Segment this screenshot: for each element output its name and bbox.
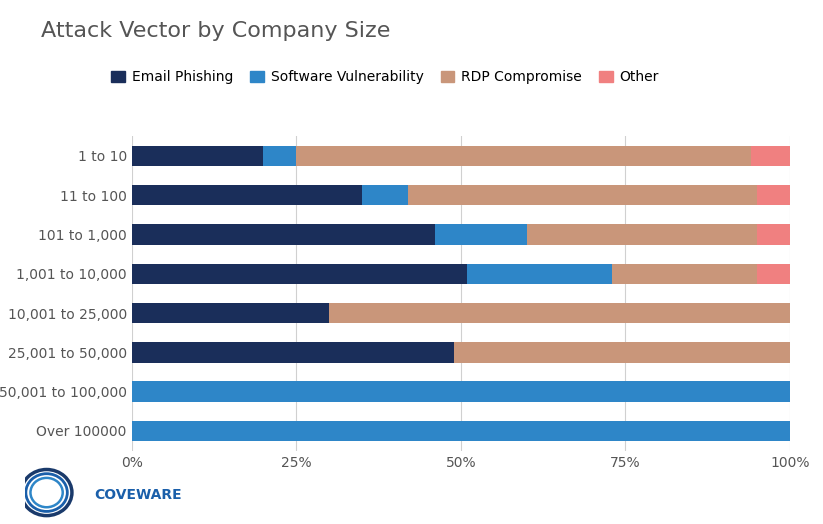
Bar — [757, 224, 790, 245]
Bar — [132, 146, 263, 166]
Bar — [757, 264, 790, 284]
Bar — [757, 185, 790, 205]
Bar — [751, 146, 790, 166]
Bar — [467, 264, 612, 284]
Legend: Email Phishing, Software Vulnerability, RDP Compromise, Other: Email Phishing, Software Vulnerability, … — [105, 64, 664, 90]
Bar — [329, 303, 790, 323]
Bar — [132, 224, 435, 245]
Bar — [296, 146, 751, 166]
Bar — [263, 146, 296, 166]
Text: Attack Vector by Company Size: Attack Vector by Company Size — [41, 21, 391, 41]
Bar — [132, 303, 329, 323]
Bar — [132, 342, 454, 363]
Bar — [435, 224, 527, 245]
Bar — [132, 185, 362, 205]
Bar — [362, 185, 408, 205]
Bar — [132, 381, 790, 402]
Bar — [527, 224, 757, 245]
Bar — [612, 264, 757, 284]
Bar — [408, 185, 757, 205]
Bar — [454, 342, 790, 363]
Text: COVEWARE: COVEWARE — [95, 488, 182, 502]
Bar — [132, 264, 467, 284]
Bar — [132, 421, 790, 441]
